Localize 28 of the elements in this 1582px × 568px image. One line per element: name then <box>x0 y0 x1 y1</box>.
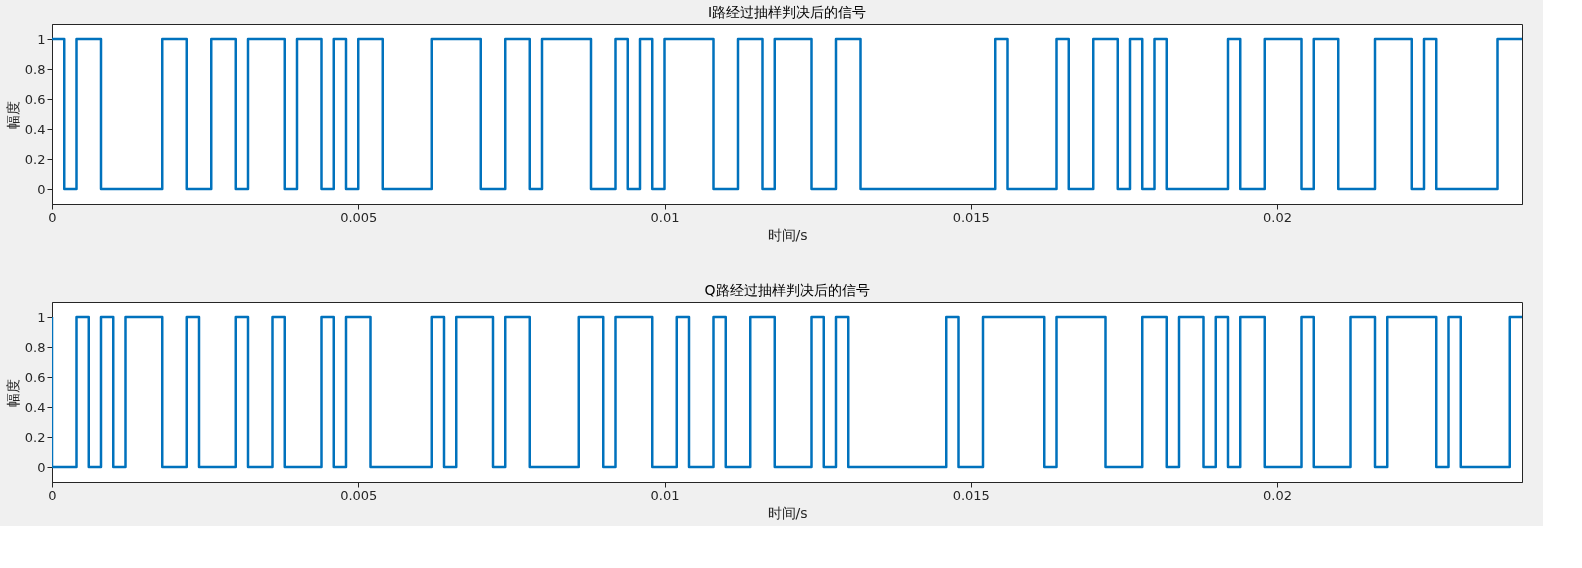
chart-title: Q路经过抽样判决后的信号 <box>704 282 870 298</box>
x-tick-label: 0.01 <box>650 487 680 503</box>
y-tick-label: 0.8 <box>24 339 46 355</box>
y-tick-label: 1 <box>37 31 46 47</box>
x-axis-title: 时间/s <box>767 504 808 521</box>
x-tick-label: 0.005 <box>340 487 378 503</box>
x-tick-label: 0.02 <box>1263 209 1292 225</box>
x-tick-label: 0 <box>48 487 57 503</box>
y-tick-label: 0.6 <box>24 369 46 385</box>
y-tick-label: 1 <box>37 309 46 325</box>
y-tick-label: 0 <box>37 459 46 475</box>
x-tick-label: 0.01 <box>650 209 680 225</box>
x-tick-label: 0.015 <box>952 209 990 225</box>
y-tick-label: 0.8 <box>24 61 46 77</box>
x-tick-label: 0 <box>48 209 57 225</box>
y-axis-title: 幅度 <box>4 100 21 129</box>
y-tick-label: 0 <box>37 181 46 197</box>
chart-title: I路经过抽样判决后的信号 <box>707 4 867 20</box>
x-tick-label: 0.02 <box>1263 487 1292 503</box>
x-axis-title: 时间/s <box>767 226 808 243</box>
y-tick-label: 0.2 <box>24 151 46 167</box>
y-tick-label: 0.4 <box>24 121 46 137</box>
y-tick-label: 0.6 <box>24 91 46 107</box>
x-tick-label: 0.015 <box>952 487 990 503</box>
y-tick-label: 0.2 <box>24 429 46 445</box>
y-tick-label: 0.4 <box>24 399 46 415</box>
y-axis-title: 幅度 <box>4 378 21 407</box>
x-tick-label: 0.005 <box>340 209 378 225</box>
